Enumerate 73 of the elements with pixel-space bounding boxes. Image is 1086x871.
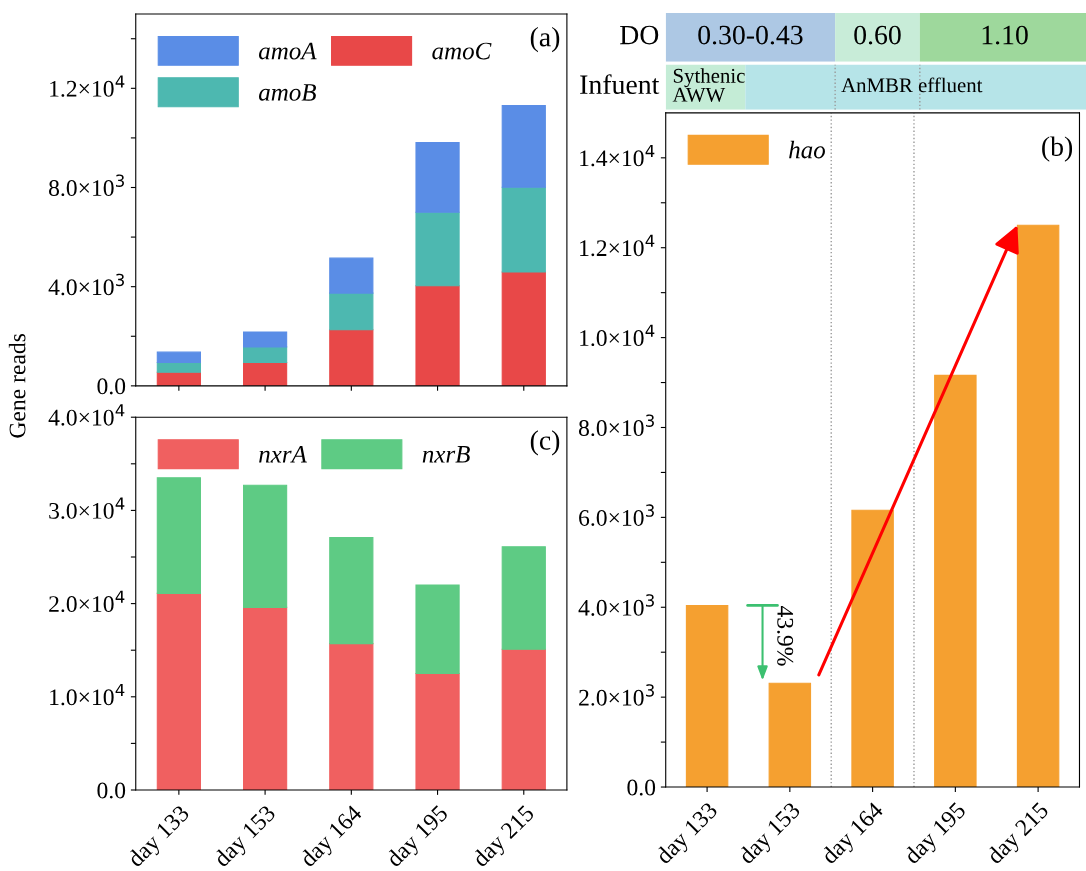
bar (415, 285, 460, 386)
y-tick-label: 2.0×10$^{4}$ (49, 590, 125, 613)
bar (242, 606, 288, 790)
bar (501, 648, 546, 790)
y-axis-title: Gene reads (8, 333, 26, 438)
legend-label: amoA (259, 42, 317, 60)
y-tick-label: 1.2×10$^{4}$ (580, 234, 655, 257)
bar (415, 584, 460, 675)
y-tick-label: 1.0×10$^{4}$ (580, 324, 655, 347)
y-tick-label: 0.0 (627, 779, 656, 796)
bar (329, 292, 374, 331)
bar (156, 477, 201, 594)
text: Sythenic AWW (672, 68, 745, 102)
y-tick-label: 1.2×10$^{4}$ (50, 75, 125, 97)
bar (242, 331, 288, 348)
bar (415, 142, 460, 213)
x-tick-label: day 195 (902, 800, 970, 869)
text: DO (620, 25, 659, 45)
bar (415, 672, 460, 790)
bar (156, 351, 201, 364)
legend-label: amoB (259, 84, 317, 101)
y-tick-label: 1.4×10$^{4}$ (580, 144, 655, 167)
text: 0.30-0.43 (698, 25, 803, 45)
annotation: (a) (530, 26, 560, 53)
text: AnMBR effluent (841, 77, 983, 93)
legend-label: amoC (432, 42, 492, 60)
y-tick-label: 0.0 (97, 782, 126, 799)
x-tick-label: day 153 (212, 803, 280, 871)
bar (329, 329, 374, 386)
y-tick-label: 8.0×10$^{3}$ (578, 414, 654, 437)
x-tick-label: day 164 (298, 803, 367, 871)
bar (501, 546, 546, 650)
bar (685, 604, 729, 788)
bar (329, 643, 374, 790)
legend-label: nxrB (422, 446, 470, 463)
x-tick-label: day 164 (819, 800, 888, 869)
legend-label: hao (789, 140, 825, 159)
y-tick-label: 4.0×10$^{4}$ (48, 404, 125, 426)
x-tick-label: day 215 (471, 803, 539, 871)
text: Infuent (580, 74, 660, 95)
bar (329, 536, 374, 645)
y-tick-label: 4.0×10$^{3}$ (48, 273, 124, 296)
y-tick-label: 0.0 (97, 378, 126, 395)
y-tick-label: 8.0×10$^{3}$ (49, 174, 124, 197)
x-tick-label: day 195 (384, 803, 453, 871)
x-tick-label: day 133 (654, 800, 722, 869)
bar (242, 484, 288, 608)
annotation: (c) (530, 430, 560, 456)
x-tick-label: day 133 (126, 803, 194, 871)
bar (242, 361, 288, 386)
bar (329, 257, 374, 294)
bar (1016, 224, 1060, 788)
y-tick-label: 6.0×10$^{3}$ (579, 504, 654, 526)
bar (851, 509, 894, 788)
legend-label: nxrA (259, 445, 307, 463)
annotation: (b) (1042, 136, 1073, 162)
bar (415, 211, 460, 287)
bar (501, 105, 546, 188)
annotation: 43.9% (777, 605, 794, 666)
y-tick-label: 4.0×10$^{3}$ (578, 594, 654, 616)
x-tick-label: day 215 (985, 800, 1053, 869)
bar (156, 592, 201, 790)
bar (768, 682, 812, 788)
x-tick-label: day 153 (737, 800, 805, 869)
text: 1.10 (982, 25, 1028, 45)
y-tick-label: 3.0×10$^{4}$ (49, 497, 125, 519)
y-tick-label: 1.0×10$^{4}$ (50, 683, 125, 706)
bar (501, 186, 546, 273)
bar (156, 361, 201, 373)
bar (501, 271, 546, 386)
y-tick-label: 2.0×10$^{3}$ (579, 684, 654, 706)
bar (934, 374, 977, 788)
text: 0.60 (854, 25, 901, 45)
